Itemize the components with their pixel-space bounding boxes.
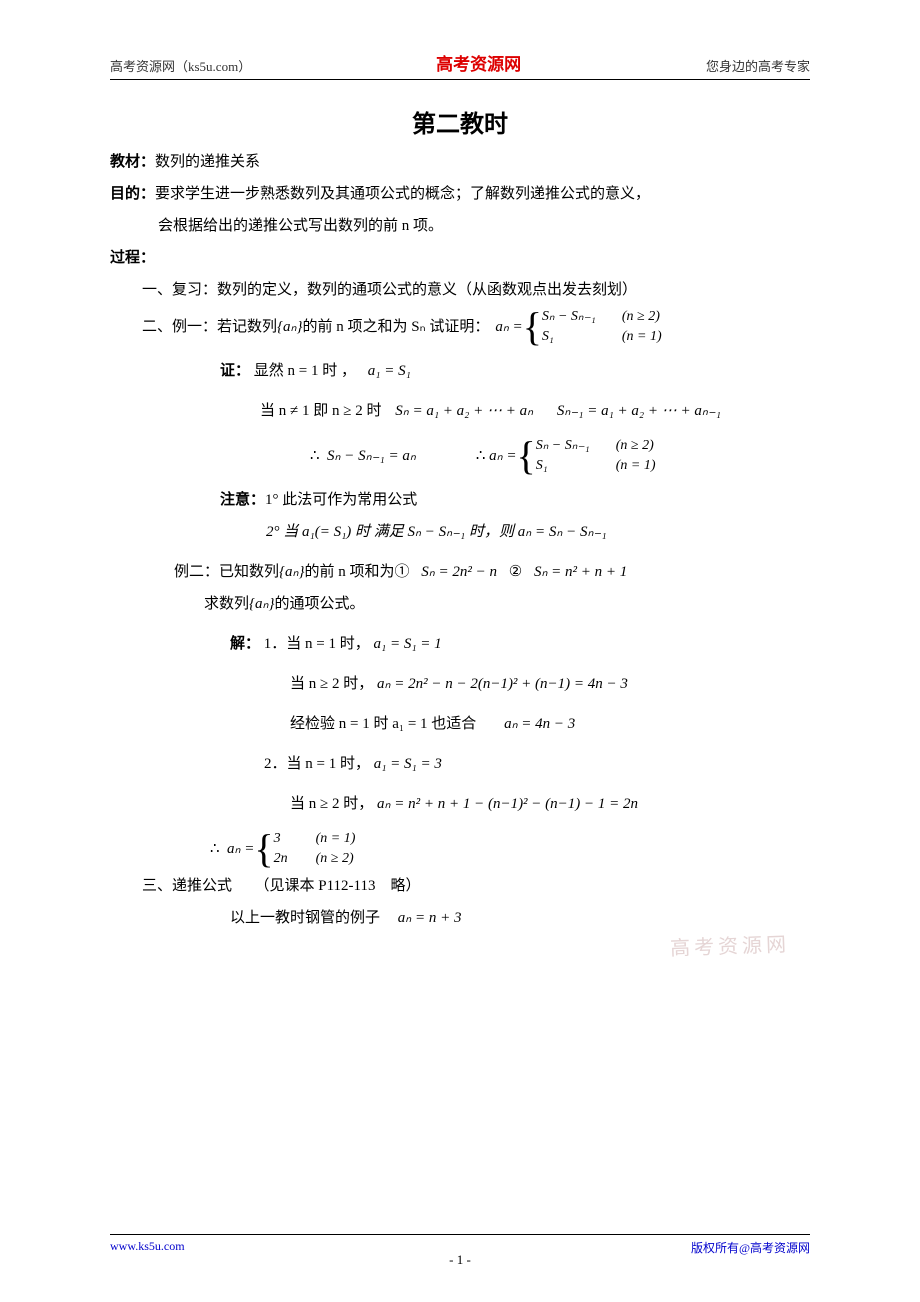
solve-1-2: 当 n ≥ 2 时， aₙ = 2n² − n − 2(n−1)² + (n−1… bbox=[110, 669, 810, 699]
goal-line2: 会根据给出的递推公式写出数列的前 n 项。 bbox=[110, 211, 810, 241]
piecewise-main: { Sₙ − Sₙ₋₁(n ≥ 2) S₁(n = 1) bbox=[523, 307, 662, 346]
material-label: 教材： bbox=[110, 154, 155, 170]
solve-1-1: 解： 1．当 n = 1 时， a₁ = S₁ = 1 bbox=[110, 629, 810, 659]
solve-2-result: ∴ aₙ = { 3(n = 1) 2n(n ≥ 2) bbox=[110, 829, 810, 868]
lesson-title: 第二教时 bbox=[110, 104, 810, 139]
section-three-sub: 以上一教时钢管的例子 aₙ = n + 3 bbox=[110, 903, 810, 933]
section-one: 一、复习：数列的定义，数列的通项公式的意义（从函数观点出发去刻划） bbox=[110, 275, 810, 305]
goal-line1: 目的：要求学生进一步熟悉数列及其通项公式的概念；了解数列递推公式的意义， bbox=[110, 179, 810, 209]
solve-2-2: 当 n ≥ 2 时， aₙ = n² + n + 1 − (n−1)² − (n… bbox=[110, 789, 810, 819]
proof-line2: 当 n ≠ 1 即 n ≥ 2 时 Sₙ = a₁ + a₂ + ⋯ + aₙ … bbox=[110, 396, 810, 426]
header-rule bbox=[110, 79, 810, 80]
watermark: 高考资源网 bbox=[670, 928, 791, 961]
page-footer: www.ks5u.com 版权所有@高考资源网 - 1 - bbox=[110, 1234, 810, 1256]
goal-text1: 要求学生进一步熟悉数列及其通项公式的概念；了解数列递推公式的意义， bbox=[155, 186, 650, 202]
header-right: 您身边的高考专家 bbox=[706, 56, 810, 75]
content-body: 第二教时 教材：数列的递推关系 目的：要求学生进一步熟悉数列及其通项公式的概念；… bbox=[110, 104, 810, 933]
section-three: 三、递推公式 （见课本 P112-113 略） bbox=[110, 871, 810, 901]
note-line: 注意：1° 此法可作为常用公式 bbox=[110, 485, 810, 515]
piecewise-head: aₙ = bbox=[495, 312, 522, 342]
piecewise-proof: { Sₙ − Sₙ₋₁(n ≥ 2) S₁(n = 1) bbox=[517, 436, 656, 475]
example-two-q: 求数列{aₙ}的通项公式。 bbox=[110, 589, 810, 619]
header-center-logo: 高考资源网 bbox=[436, 50, 521, 75]
page: 高考资源网（ks5u.com） 高考资源网 您身边的高考专家 第二教时 教材：数… bbox=[0, 0, 920, 1302]
proof-line1: 证： 显然 n = 1 时 ， a₁ = S₁ bbox=[110, 356, 810, 386]
note-line2: 2° 当 a₁(= S₁) 时 满足 Sₙ − Sₙ₋₁ 时，则 aₙ = Sₙ… bbox=[110, 517, 810, 547]
proof-line3: ∴ Sₙ − Sₙ₋₁ = aₙ ∴ aₙ = { Sₙ − Sₙ₋₁(n ≥ … bbox=[110, 436, 810, 475]
piecewise-result: { 3(n = 1) 2n(n ≥ 2) bbox=[254, 829, 355, 868]
example-two: 例二：已知数列{aₙ}的前 n 项和为① Sₙ = 2n² − n ② Sₙ =… bbox=[110, 557, 810, 587]
example-one: 二、例一：若记数列{aₙ}的前 n 项之和为 Sₙ 试证明： aₙ = { Sₙ… bbox=[110, 307, 810, 346]
page-header: 高考资源网（ks5u.com） 高考资源网 您身边的高考专家 bbox=[110, 50, 810, 79]
material-line: 教材：数列的递推关系 bbox=[110, 147, 810, 177]
header-left: 高考资源网（ks5u.com） bbox=[110, 56, 251, 75]
solve-2-1: 2．当 n = 1 时， a₁ = S₁ = 3 bbox=[110, 749, 810, 779]
material-text: 数列的递推关系 bbox=[155, 154, 260, 170]
goal-label: 目的： bbox=[110, 186, 155, 202]
solve-1-3: 经检验 n = 1 时 a₁ = 1 也适合 aₙ = 4n − 3 bbox=[110, 709, 810, 739]
footer-page-number: - 1 - bbox=[110, 1252, 810, 1268]
process-label: 过程： bbox=[110, 243, 810, 273]
